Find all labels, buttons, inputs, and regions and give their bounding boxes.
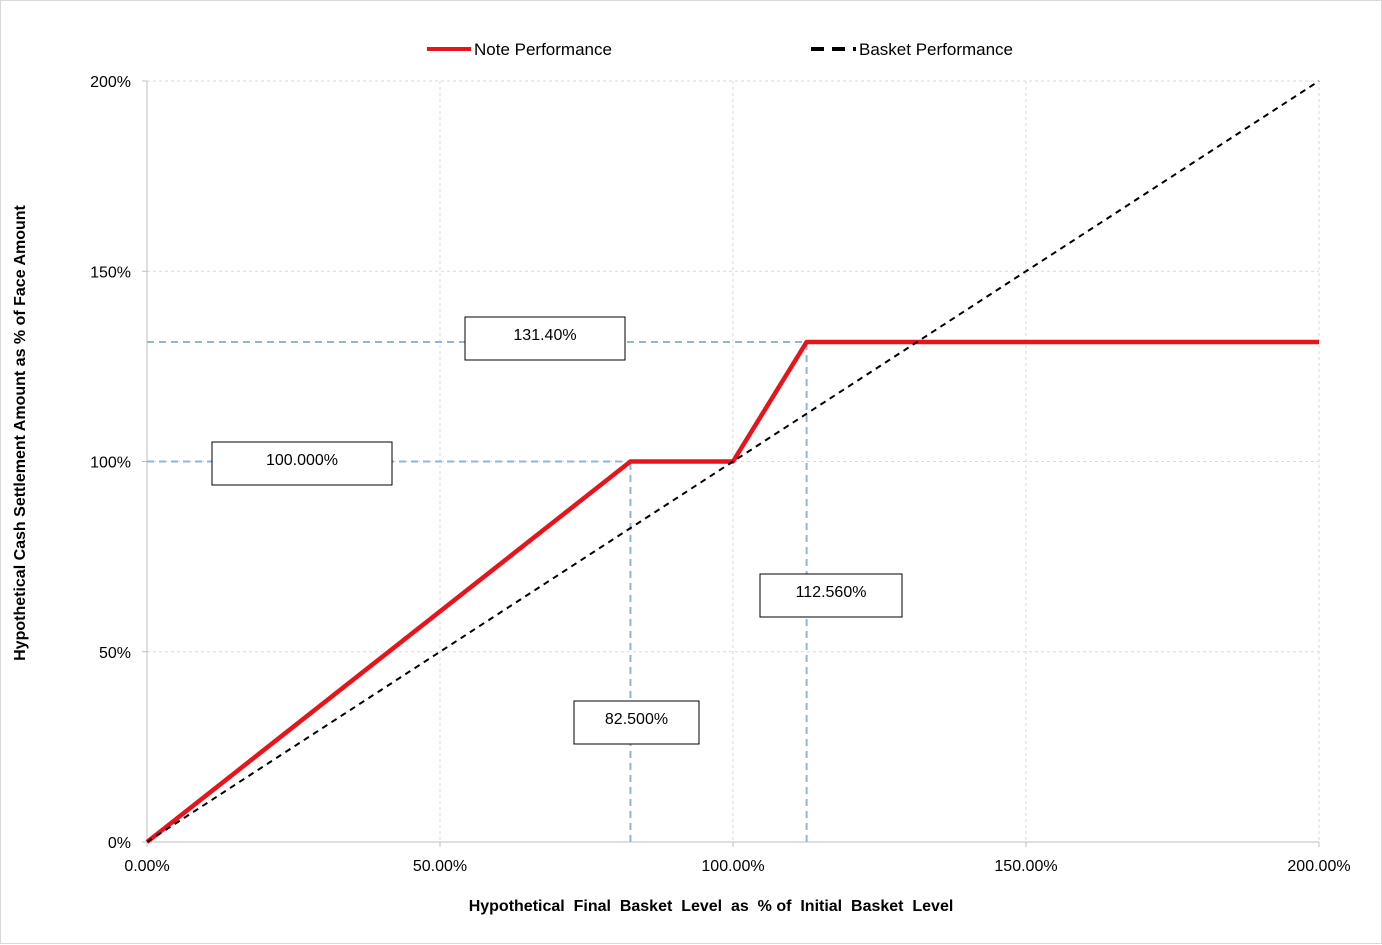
y-tick-label: 0% (108, 835, 131, 852)
legend-label-note-performance: Note Performance (474, 40, 612, 59)
y-tick-label: 100% (90, 455, 131, 472)
x-tick-label: 0.00% (124, 858, 169, 875)
x-tick-label: 150.00% (994, 858, 1057, 875)
x-tick-label: 50.00% (413, 858, 467, 875)
annotation-label: 131.40% (513, 327, 576, 344)
legend-label-basket-performance: Basket Performance (859, 40, 1013, 59)
x-tick-label: 200.00% (1287, 858, 1350, 875)
y-axis-title: Hypothetical Cash Settlement Amount as %… (12, 204, 29, 660)
annotation-box (464, 316, 626, 361)
x-tick-label: 100.00% (701, 858, 764, 875)
y-tick-labels: 0% 50% 100% 150% 200% (90, 74, 147, 852)
annotations: 131.40% 100.000% 112.560% 82.500% (211, 316, 903, 745)
y-tick-label: 150% (90, 264, 131, 281)
series-line-basket-performance (146, 80, 1320, 843)
annotation-label: 112.560% (796, 584, 867, 601)
series-lines (145, 80, 1320, 844)
y-tick-label: 50% (99, 645, 131, 662)
annotation-box (759, 573, 903, 618)
annotation-box (211, 441, 393, 486)
y-tick-label: 200% (90, 74, 131, 91)
x-tick-labels: 0.00% 50.00% 100.00% 150.00% 200.00% (124, 842, 1351, 875)
annotation-label: 100.000% (266, 452, 338, 469)
reference-lines (147, 341, 808, 842)
legend: Note Performance Basket Performance (427, 40, 1013, 59)
x-axis-title: Hypothetical Final Basket Level as % of … (469, 898, 954, 915)
annotation-label: 82.500% (605, 711, 668, 728)
annotation-box (573, 700, 700, 745)
